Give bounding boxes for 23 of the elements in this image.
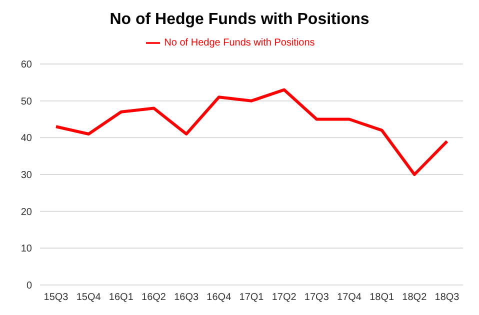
x-tick-label: 16Q2 (142, 292, 166, 304)
y-tick-label: 20 (20, 206, 32, 218)
x-tick-label: 17Q4 (337, 292, 362, 304)
x-tick-label: 16Q1 (108, 292, 134, 304)
y-tick-label: 40 (20, 133, 32, 144)
x-tick-label: 18Q1 (370, 292, 394, 304)
x-tick-label: 17Q1 (239, 292, 264, 304)
x-tick-label: 17Q3 (304, 292, 330, 304)
x-tick-label: 16Q3 (174, 292, 199, 304)
y-tick-label: 50 (20, 96, 32, 108)
x-tick-label: 17Q2 (272, 292, 297, 304)
chart-title: No of Hedge Funds with Positions (108, 10, 370, 30)
legend-label: No of Hedge Funds with Positions (164, 38, 315, 49)
y-tick-label: 10 (20, 244, 32, 255)
x-tick-label: 18Q3 (434, 292, 460, 304)
x-tick-label: 15Q3 (44, 292, 69, 304)
x-tick-label: 18Q2 (402, 292, 428, 304)
line-series (54, 88, 448, 176)
y-tick-label: 60 (20, 60, 32, 71)
x-tick-label: 15Q4 (76, 292, 102, 304)
y-tick-label: 0 (26, 280, 32, 292)
y-tick-label: 30 (20, 170, 32, 182)
x-tick-label: 16Q4 (206, 292, 232, 304)
